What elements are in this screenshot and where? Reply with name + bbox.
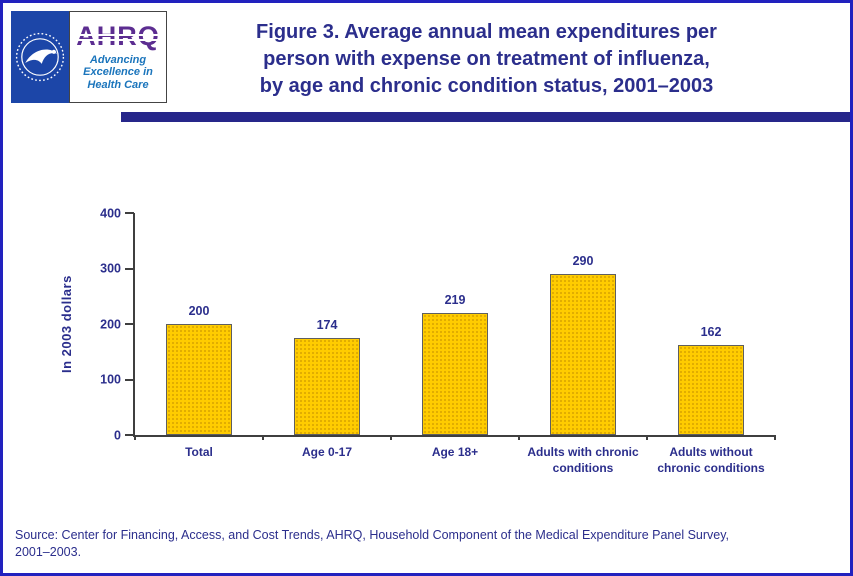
y-axis-title: In 2003 dollars [59,275,74,373]
bar-column: 162 Adults without chronic conditions [647,213,775,475]
bar-value-label: 200 [188,303,210,318]
source-line: Source: Center for Financing, Access, an… [15,528,730,542]
x-category-label: Total [185,445,213,459]
bar-column: 174 Age 0-17 [263,213,391,459]
bar [550,274,616,435]
y-tick-label: 200 [100,316,121,331]
bar [166,324,232,435]
title-line: by age and chronic condition status, 200… [259,75,714,98]
bar-value-label: 290 [572,253,594,268]
x-tick-mark [262,435,264,440]
ahrq-tagline: Advancing Excellence in Health Care [83,54,153,92]
hhs-logo [11,11,69,103]
x-tick-mark [390,435,392,440]
plot-area: 0 100 200 300 400 200 Total 174 Age 0-17 219 Age 1… [100,207,776,475]
ahrq-tagline-line: Excellence in [83,66,153,79]
y-tick-label: 400 [100,205,121,220]
x-tick-mark [774,435,776,440]
y-tick-label: 100 [100,372,121,387]
y-tick-label: 0 [114,427,121,442]
bar-column: 200 Total [135,213,263,459]
title-underline-bar [121,112,850,122]
bar [678,345,744,435]
x-category-label: Age 18+ [431,445,479,459]
x-tick-mark [518,435,520,440]
ahrq-tagline-line: Advancing [89,53,147,66]
source-line: 2001–2003. [15,544,82,559]
bar-value-label: 162 [700,324,722,339]
page-title: Figure 3. Average annual mean expenditur… [178,19,795,101]
y-tick-mark [125,267,134,270]
bar [294,338,360,435]
title-line: Figure 3. Average annual mean expenditur… [256,21,717,43]
hhs-seal-icon [15,32,65,82]
ahrq-acronym: AHRQ [74,20,162,51]
source-note: Source: Center for Financing, Access, an… [15,527,810,561]
x-tick-mark [646,435,648,440]
title-line: person with expense on treatment of infl… [263,48,710,71]
x-tick-mark [134,435,136,440]
bar-column: 290 Adults with chronic conditions [519,213,647,475]
x-category-label: Adults without chronic conditions [657,445,765,475]
y-tick-mark [125,323,134,325]
y-tick-label: 300 [100,261,121,276]
y-tick-mark [125,434,134,436]
y-tick-mark [125,212,134,214]
bar [422,313,488,435]
logo-block: AHRQ Advancing Excellence in Health Care [11,11,167,103]
y-tick-mark [125,378,134,381]
bar-value-label: 174 [316,317,338,332]
ahrq-tagline-line: Health Care [87,78,149,91]
bar-group: 200 Total 174 Age 0-17 219 Age 18+ 290 Adults w… [135,213,775,475]
x-category-label: Adults with chronic conditions [527,445,639,475]
x-category-label: Age 0-17 [301,445,353,459]
bar-column: 219 Age 18+ [391,213,519,459]
bar-value-label: 219 [444,292,466,307]
ahrq-logo: AHRQ Advancing Excellence in Health Care [69,11,167,103]
